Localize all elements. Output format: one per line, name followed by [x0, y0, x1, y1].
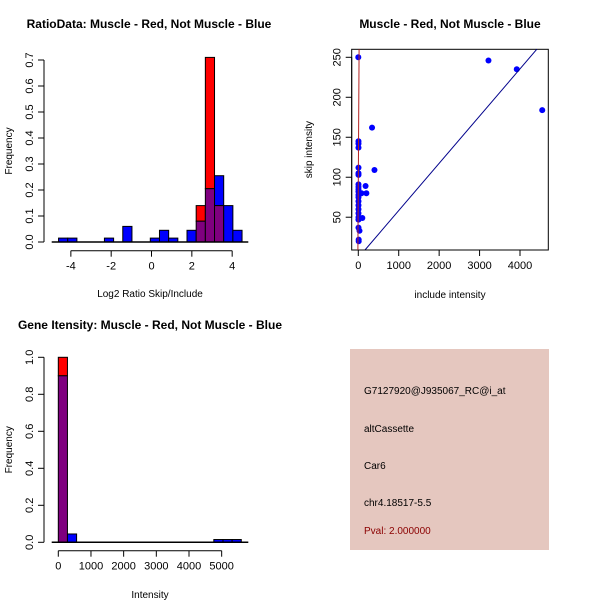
info-panel: G7127920@J935067_RC@i_at altCassette Car… [350, 349, 549, 550]
bar-not-muscle [186, 229, 197, 243]
x-tick-label: 4000 [508, 260, 532, 272]
bar-overlap [204, 188, 216, 243]
scatter-point [362, 183, 369, 190]
x-tick-label: 3000 [467, 260, 491, 272]
y-tick-label: 0.2 [24, 498, 36, 513]
pval: Pval: 2.000000 [364, 526, 431, 537]
scatter-point [539, 107, 546, 114]
scatter-point [359, 215, 366, 222]
y-tick-label: 0.6 [24, 78, 36, 93]
y-tick-label: 0.1 [24, 208, 36, 223]
x-axis-label: Intensity [131, 590, 168, 600]
scatter-point [355, 54, 362, 61]
y-axis-label: Frequency [4, 426, 15, 473]
y-tick-label: 0.4 [24, 130, 36, 145]
y-tick-label: 1.0 [24, 350, 36, 365]
y-tick-label: 0.2 [24, 182, 36, 197]
y-tick-label: 0.0 [24, 535, 36, 550]
y-tick-label: 0.6 [24, 424, 36, 439]
x-tick-label: 2 [189, 261, 195, 273]
scatter-point [355, 238, 362, 245]
scatter-point [358, 190, 365, 197]
bar-not-muscle [158, 229, 170, 243]
x-tick-label: 0 [355, 260, 361, 272]
plot-box [351, 48, 549, 251]
x-tick-label: -4 [66, 261, 76, 273]
chart-title: Gene Itensity: Muscle - Red, Not Muscle … [18, 318, 282, 332]
y-tick-label: 250 [332, 48, 344, 66]
chart-title: Muscle - Red, Not Muscle - Blue [359, 17, 541, 31]
x-tick-label: 0 [55, 561, 61, 573]
y-tick-label: 0.0 [24, 234, 36, 249]
bar-muscle [204, 56, 216, 190]
scatter-point [485, 57, 492, 64]
x-tick-label: 1000 [386, 260, 410, 272]
bar-muscle [195, 205, 206, 222]
location: chr4.18517-5.5 [364, 498, 432, 509]
x-tick-label: -2 [106, 261, 116, 273]
y-tick-label: 100 [332, 168, 344, 186]
x-tick-label: 0 [148, 261, 154, 273]
x-tick-label: 5000 [209, 561, 233, 573]
y-axis-label: skip intensity [304, 121, 315, 178]
y-tick-label: 150 [332, 128, 344, 146]
bar-not-muscle [122, 225, 133, 243]
bar-not-muscle [66, 533, 78, 543]
bar-not-muscle [232, 229, 243, 243]
y-axis-label: Frequency [4, 127, 15, 174]
x-tick-label: 2000 [427, 260, 451, 272]
x-axis-label: Log2 Ratio Skip/Include [97, 289, 203, 300]
line-fit-red [357, 49, 360, 251]
scatter-point [371, 167, 378, 174]
gene-name: Car6 [364, 461, 386, 472]
scatter-point [513, 66, 520, 73]
probe-id: G7127920@J935067_RC@i_at [364, 386, 506, 397]
y-tick-label: 0.4 [24, 461, 36, 476]
bar-muscle [57, 356, 68, 377]
bar-overlap [214, 205, 225, 243]
x-tick-label: 2000 [111, 561, 135, 573]
event-type: altCassette [364, 424, 415, 435]
y-tick-label: 0.3 [24, 156, 36, 171]
x-tick-label: 4000 [177, 561, 201, 573]
y-tick-label: 0.8 [24, 387, 36, 402]
y-tick-label: 0.7 [24, 52, 36, 67]
x-tick-label: 1000 [79, 561, 103, 573]
y-tick-label: 0.5 [24, 104, 36, 119]
x-tick-label: 3000 [144, 561, 168, 573]
chart-title: RatioData: Muscle - Red, Not Muscle - Bl… [27, 17, 272, 31]
scatter-point [356, 227, 363, 234]
x-tick-label: 4 [229, 261, 235, 273]
scatter-point [363, 190, 370, 197]
y-tick-label: 200 [332, 88, 344, 106]
bar-not-muscle [214, 175, 225, 207]
scatter-point [369, 124, 376, 131]
bar-overlap [57, 375, 68, 543]
bar-overlap [195, 220, 206, 243]
x-axis-label: include intensity [414, 290, 485, 301]
bar-not-muscle [223, 205, 234, 243]
y-tick-label: 50 [332, 211, 344, 223]
line-fit-blue [364, 48, 538, 251]
